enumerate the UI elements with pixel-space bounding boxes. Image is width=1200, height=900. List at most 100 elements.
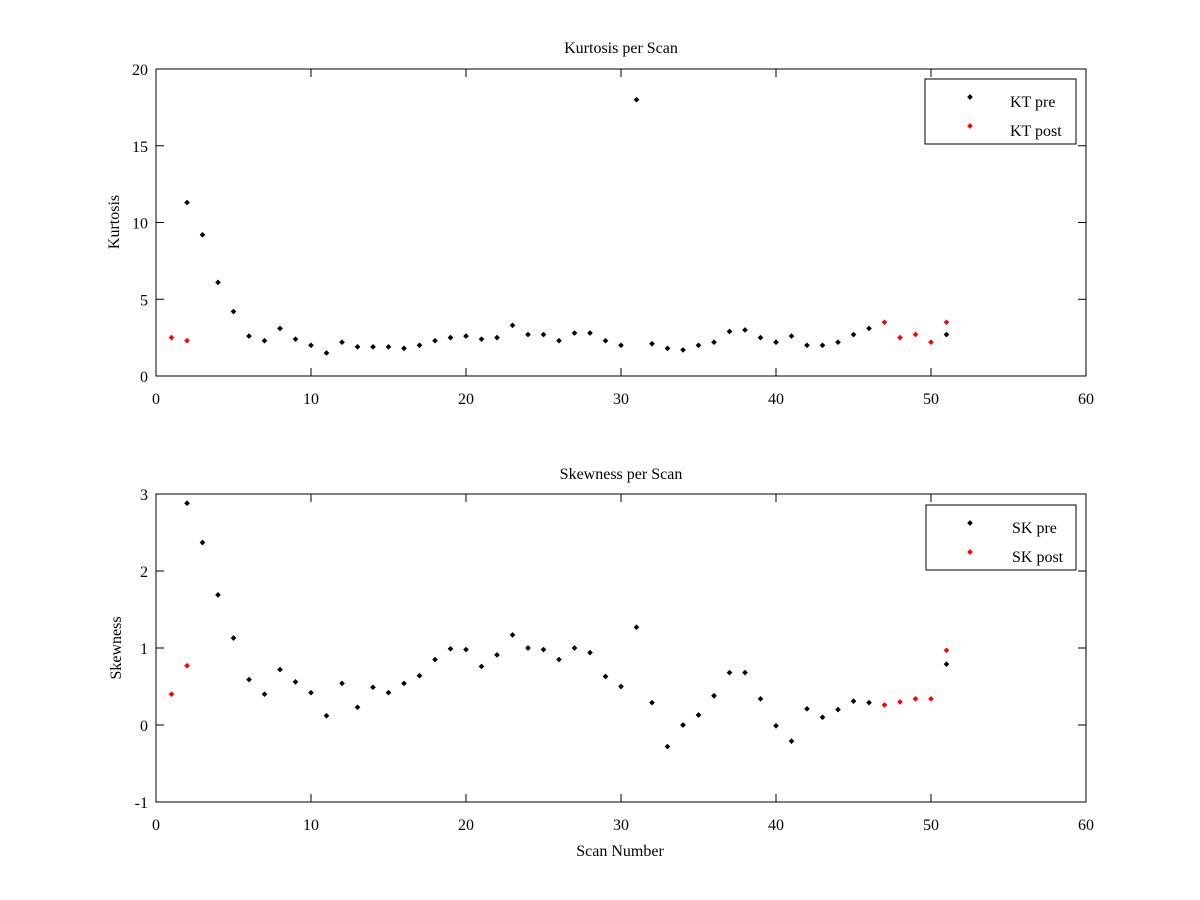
kurtosis-xtick-label: 40 — [768, 391, 784, 408]
kurtosis-pre-point — [664, 345, 671, 352]
skewness-pre-point — [230, 635, 237, 641]
kurtosis-pre-point — [633, 96, 640, 103]
skewness-pre-point — [633, 624, 640, 631]
skewness-legend-marker-pre — [967, 520, 973, 526]
kurtosis-panel: Kurtosis per Scan Kurtosis 0 10 20 30 40 50 60… — [106, 40, 1094, 408]
kurtosis-pre-point — [308, 342, 314, 349]
skewness-pre-point — [509, 632, 516, 638]
skewness-pre-point — [804, 706, 810, 712]
kurtosis-legend-marker-pre — [967, 94, 973, 100]
skewness-xtick-label: 20 — [458, 817, 474, 834]
kurtosis-pre-point — [819, 342, 826, 349]
kurtosis-pre-point — [587, 330, 593, 336]
skewness-pre-point — [323, 712, 330, 719]
kurtosis-pre-point — [695, 342, 702, 349]
kurtosis-pre-point — [835, 339, 841, 346]
skewness-legend-marker-post — [967, 549, 973, 555]
skewness-legend-label-pre: SK pre — [1012, 520, 1057, 537]
skewness-pre-point — [215, 592, 221, 598]
kurtosis-pre-point — [370, 344, 376, 350]
skewness-pre-point — [773, 722, 779, 729]
skewness-pre-point — [711, 692, 717, 699]
skewness-pre-point — [835, 706, 841, 713]
skewness-pre-point — [571, 645, 578, 651]
skewness-pre-point — [292, 679, 299, 685]
skewness-pre-point — [478, 663, 485, 670]
skewness-pre-point — [695, 712, 702, 718]
kurtosis-pre-point — [757, 334, 764, 341]
skewness-xtick-label: 10 — [303, 817, 319, 834]
skewness-pre-point — [602, 673, 609, 680]
skewness-xtick-label: 60 — [1078, 817, 1094, 834]
kurtosis-pre-point — [943, 331, 950, 338]
kurtosis-pre-point — [199, 231, 206, 238]
kurtosis-post-point — [168, 334, 175, 341]
skewness-pre-point — [943, 661, 950, 667]
skewness-post-point — [168, 691, 175, 698]
skewness-pre-point — [277, 666, 283, 673]
kurtosis-legend-box — [924, 78, 1077, 145]
skewness-post-point — [928, 695, 934, 702]
skewness-pre-point — [416, 672, 423, 679]
kurtosis-pre-point — [447, 334, 454, 341]
skewness-pre-point — [432, 656, 438, 663]
skewness-ytick-label: 1 — [140, 641, 148, 658]
skewness-pre-point — [726, 669, 733, 676]
kurtosis-ytick-label: 20 — [132, 62, 148, 79]
kurtosis-points — [168, 96, 950, 356]
kurtosis-legend-label-post: KT post — [1010, 123, 1062, 140]
skewness-xtick-label: 0 — [152, 817, 160, 834]
skewness-post-point — [184, 662, 190, 669]
skewness-title: Skewness per Scan — [560, 466, 683, 483]
kurtosis-legend-label-pre: KT pre — [1010, 94, 1055, 111]
skewness-legend-box — [925, 504, 1077, 571]
skewness-ytick-label: -1 — [135, 795, 148, 812]
kurtosis-pre-point — [571, 330, 578, 336]
kurtosis-pre-point — [416, 342, 423, 349]
skewness-ytick-label: 3 — [140, 487, 148, 504]
skewness-pre-point — [494, 652, 500, 658]
skewness-pre-point — [757, 695, 764, 702]
kurtosis-post-point — [943, 319, 950, 326]
skewness-pre-point — [680, 722, 686, 728]
kurtosis-pre-point — [850, 331, 857, 338]
kurtosis-pre-point — [556, 337, 562, 344]
kurtosis-ylabel: Kurtosis — [106, 195, 123, 249]
kurtosis-ytick-label: 0 — [140, 369, 148, 386]
skewness-pre-point — [587, 649, 593, 656]
kurtosis-pre-point — [354, 344, 361, 350]
skewness-pre-point — [618, 683, 624, 690]
kurtosis-pre-point — [525, 331, 531, 338]
kurtosis-xtick-label: 0 — [152, 391, 160, 408]
skewness-panel: Skewness per Scan Skewness Scan Number 0… — [108, 466, 1094, 860]
kurtosis-pre-point — [540, 331, 547, 338]
kurtosis-xtick-label: 50 — [923, 391, 939, 408]
skewness-pre-point — [649, 699, 655, 706]
skewness-pre-point — [246, 676, 252, 683]
kurtosis-pre-point — [618, 342, 624, 349]
kurtosis-pre-point — [649, 340, 655, 347]
kurtosis-pre-point — [773, 339, 779, 346]
kurtosis-pre-point — [509, 322, 516, 329]
skewness-points — [168, 500, 950, 750]
skewness-pre-point — [556, 656, 562, 663]
skewness-post-point — [943, 647, 950, 654]
kurtosis-post-point — [897, 334, 903, 341]
kurtosis-title: Kurtosis per Scan — [564, 40, 678, 57]
kurtosis-post-point — [881, 319, 888, 326]
kurtosis-pre-point — [680, 347, 686, 353]
skewness-post-point — [881, 702, 888, 708]
kurtosis-pre-point — [401, 345, 407, 352]
kurtosis-pre-point — [339, 339, 345, 346]
kurtosis-xtick-label: 30 — [613, 391, 629, 408]
skewness-pre-point — [261, 691, 268, 698]
kurtosis-pre-point — [385, 344, 392, 350]
skewness-post-point — [897, 699, 903, 705]
kurtosis-post-point — [928, 339, 934, 346]
kurtosis-ytick-label: 5 — [140, 292, 148, 309]
skewness-pre-point — [850, 698, 857, 704]
kurtosis-pre-point — [184, 199, 190, 206]
skewness-pre-point — [199, 539, 206, 546]
kurtosis-ytick-label: 10 — [132, 216, 148, 233]
skewness-ytick-label: 2 — [140, 564, 148, 581]
